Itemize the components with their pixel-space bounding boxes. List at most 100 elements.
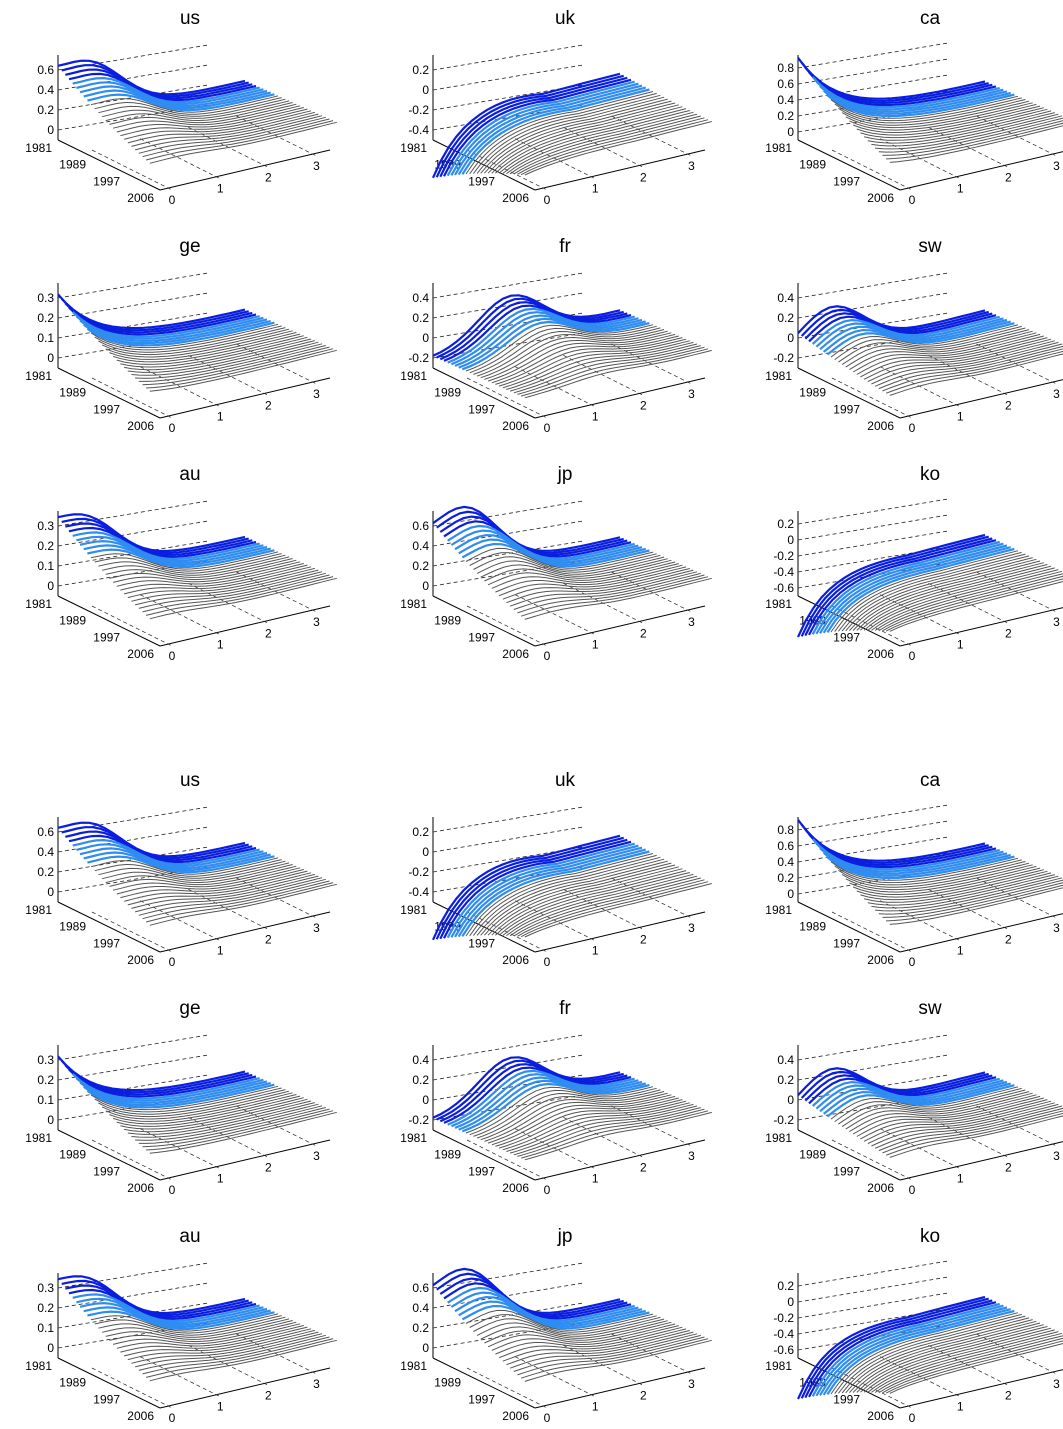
surface-line bbox=[112, 105, 301, 129]
z-gridline bbox=[57, 312, 209, 339]
z-tick-label: 0.2 bbox=[412, 559, 429, 573]
y-tick-label: 2006 bbox=[867, 1181, 894, 1195]
y-tick-label: 1989 bbox=[59, 386, 86, 400]
surface-line bbox=[72, 1293, 260, 1323]
surface-line bbox=[149, 349, 337, 392]
y-axis bbox=[432, 595, 536, 647]
surface-line bbox=[105, 1320, 293, 1340]
z-gridline bbox=[432, 332, 584, 359]
surface-line bbox=[874, 343, 1063, 387]
surface-line bbox=[87, 93, 275, 112]
surface-line bbox=[860, 108, 1048, 139]
surface-line bbox=[856, 335, 1044, 375]
surface-line bbox=[517, 574, 705, 614]
surface-line bbox=[867, 567, 1055, 631]
x-tick-label: 0 bbox=[909, 1411, 916, 1425]
x-tick-label: 2 bbox=[265, 170, 272, 184]
surface-line bbox=[863, 338, 1052, 380]
z-tick-label: 0 bbox=[422, 83, 429, 97]
surface-line bbox=[436, 1059, 624, 1121]
z-gridline bbox=[797, 1034, 949, 1061]
x-gridline bbox=[831, 1139, 913, 1181]
surface-line bbox=[465, 547, 654, 569]
x-tick-label: 0 bbox=[169, 1411, 176, 1425]
z-tick-label: 0.4 bbox=[37, 845, 54, 859]
surface-line bbox=[495, 106, 683, 174]
surface-line bbox=[834, 325, 1022, 361]
y-tick-label: 1997 bbox=[93, 402, 120, 416]
surface-line bbox=[116, 1097, 304, 1127]
z-gridline bbox=[432, 806, 584, 833]
y-tick-label: 1997 bbox=[833, 630, 860, 644]
z-tick-label: 0 bbox=[47, 351, 54, 365]
panel-title: sw bbox=[918, 236, 942, 257]
x-gridline bbox=[188, 1117, 269, 1158]
surface-line bbox=[834, 97, 1022, 122]
surface-line bbox=[98, 1089, 286, 1115]
surface-line bbox=[506, 1103, 694, 1152]
surface-line bbox=[841, 1091, 1030, 1128]
surface-line bbox=[856, 107, 1044, 136]
y-tick-label: 2006 bbox=[502, 647, 529, 661]
surface-line bbox=[495, 337, 683, 385]
surface-line bbox=[450, 844, 639, 938]
surface-line bbox=[867, 340, 1055, 383]
surface-line bbox=[476, 329, 665, 377]
x-gridline bbox=[515, 1356, 596, 1397]
surface-line bbox=[849, 558, 1037, 631]
x-tick-label: 0 bbox=[544, 955, 551, 969]
y-tick-label: 2006 bbox=[502, 191, 529, 205]
x-tick-label: 3 bbox=[688, 1377, 695, 1391]
surface-line bbox=[90, 857, 279, 875]
surface-line bbox=[68, 834, 257, 864]
surface-line bbox=[101, 862, 290, 881]
surface-line bbox=[502, 340, 690, 389]
surface-line bbox=[871, 341, 1059, 385]
surface-line bbox=[127, 873, 315, 906]
surface-line bbox=[506, 569, 694, 604]
z-tick-label: -0.4 bbox=[773, 1327, 794, 1341]
x-axis bbox=[159, 911, 331, 953]
z-gridline bbox=[797, 498, 949, 525]
z-tick-label: 0.4 bbox=[37, 83, 54, 97]
surface-line bbox=[98, 554, 286, 574]
x-tick-label: 3 bbox=[1053, 159, 1060, 173]
panel-title: us bbox=[180, 8, 200, 29]
x-tick-label: 0 bbox=[169, 649, 176, 663]
surface-line bbox=[75, 1077, 264, 1102]
y-tick-label: 1981 bbox=[25, 1131, 52, 1145]
surface-line bbox=[520, 348, 709, 397]
y-axis bbox=[57, 595, 161, 647]
surface-line bbox=[90, 551, 279, 570]
surface-line bbox=[79, 539, 268, 565]
x-tick-label: 1 bbox=[592, 1400, 599, 1414]
z-gridline bbox=[57, 826, 209, 853]
surface-line bbox=[87, 855, 275, 874]
surface-line bbox=[450, 529, 639, 562]
surface-line bbox=[860, 564, 1048, 631]
panel-title: ca bbox=[920, 770, 941, 791]
surface-line bbox=[138, 1334, 326, 1371]
surface-line bbox=[145, 576, 334, 616]
surface-line bbox=[871, 569, 1059, 631]
z-gridline bbox=[797, 74, 949, 101]
y-axis bbox=[432, 367, 536, 419]
y-tick-label: 2006 bbox=[127, 191, 154, 205]
z-tick-label: 0.4 bbox=[412, 1053, 429, 1067]
surface-line bbox=[90, 323, 279, 349]
surface-line bbox=[495, 1326, 683, 1355]
surface-line bbox=[878, 1107, 1063, 1152]
surface-line bbox=[838, 553, 1026, 632]
surface-line bbox=[135, 1105, 323, 1141]
surface-line bbox=[83, 89, 271, 110]
x-gridline bbox=[466, 605, 548, 647]
surface-line bbox=[94, 1087, 282, 1113]
y-axis bbox=[57, 139, 161, 191]
surface-line bbox=[457, 848, 646, 938]
z-gridline bbox=[57, 540, 209, 567]
surface-line bbox=[94, 859, 282, 877]
surface-line bbox=[811, 76, 1000, 109]
z-tick-label: 0.4 bbox=[777, 855, 794, 869]
z-tick-label: 0.1 bbox=[37, 1093, 54, 1107]
x-axis bbox=[899, 607, 1063, 647]
